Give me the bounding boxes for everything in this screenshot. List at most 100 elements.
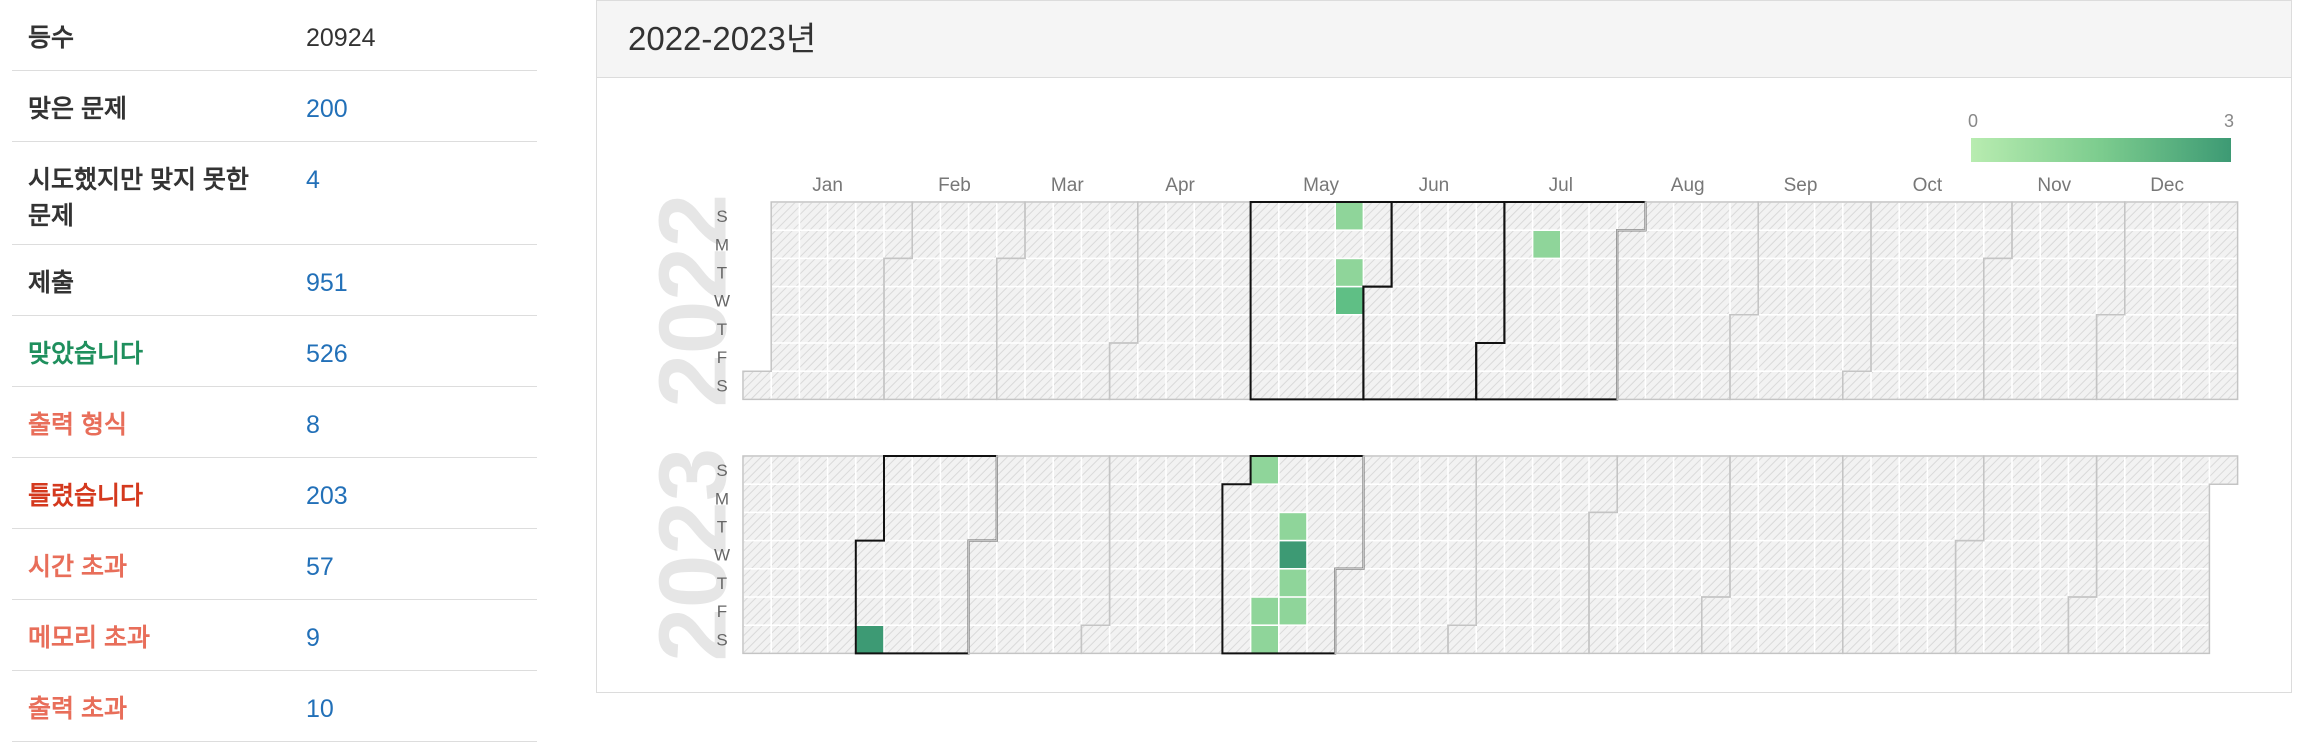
day-cell	[1336, 485, 1363, 512]
day-cell	[1618, 570, 1645, 597]
stats-value[interactable]: 57	[306, 549, 334, 585]
day-cell	[1223, 287, 1250, 314]
day-cell	[1674, 541, 1701, 568]
day-cell	[1618, 316, 1645, 343]
stats-value[interactable]: 10	[306, 691, 334, 727]
day-cell	[1336, 626, 1363, 653]
day-cell	[1308, 316, 1335, 343]
day-cell	[1223, 541, 1250, 568]
day-cell	[885, 457, 912, 484]
day-cell	[2069, 570, 2096, 597]
day-cell	[1731, 287, 1758, 314]
day-cell	[1618, 485, 1645, 512]
day-cell	[913, 372, 940, 399]
stats-value[interactable]: 951	[306, 265, 348, 301]
legend-gradient	[1971, 138, 2231, 162]
day-cell	[998, 541, 1025, 568]
day-cell	[744, 541, 771, 568]
day-cell	[885, 513, 912, 540]
day-cell	[1533, 513, 1560, 540]
day-cell	[1421, 316, 1448, 343]
day-cell	[2126, 457, 2153, 484]
month-label: Aug	[1671, 175, 1705, 196]
day-cell	[1308, 287, 1335, 314]
day-cell	[1928, 287, 1955, 314]
day-cell	[1731, 598, 1758, 625]
day-cell	[1928, 541, 1955, 568]
day-cell	[2126, 203, 2153, 230]
day-cell	[1167, 485, 1194, 512]
day-cell	[800, 316, 827, 343]
stats-value[interactable]: 9	[306, 620, 320, 656]
day-cell	[2154, 287, 2181, 314]
day-cell	[1139, 287, 1166, 314]
day-cell	[1900, 626, 1927, 653]
day-cell	[1195, 541, 1222, 568]
day-cell	[1449, 259, 1476, 286]
day-cell	[857, 372, 884, 399]
day-cell	[1421, 541, 1448, 568]
day-cell	[828, 513, 855, 540]
day-cell	[1477, 372, 1504, 399]
day-cell	[744, 626, 771, 653]
day-cell	[1674, 231, 1701, 258]
day-cell	[1562, 231, 1589, 258]
day-cell	[1618, 598, 1645, 625]
day-cell	[1082, 541, 1109, 568]
day-cell	[828, 598, 855, 625]
day-cell	[744, 457, 771, 484]
day-cell	[1759, 457, 1786, 484]
day-cell	[2097, 570, 2124, 597]
weekday-label: S	[716, 207, 727, 226]
day-cell	[885, 541, 912, 568]
day-cell	[772, 626, 799, 653]
day-cell	[1533, 541, 1560, 568]
day-cell	[1392, 203, 1419, 230]
day-cell	[1590, 344, 1617, 371]
day-cell	[1815, 626, 1842, 653]
day-cell	[1110, 485, 1137, 512]
day-cell	[1477, 513, 1504, 540]
activity-cell	[1336, 203, 1363, 230]
day-cell	[2097, 513, 2124, 540]
day-cell	[1054, 541, 1081, 568]
activity-heatmap-panel: 2022-2023년 0 3 Jan Feb Mar Apr May Jun Jul Aug Sep…	[596, 0, 2292, 693]
day-cell	[1759, 570, 1786, 597]
day-cell	[1590, 513, 1617, 540]
day-cell	[1223, 316, 1250, 343]
day-cell	[1167, 457, 1194, 484]
day-cell	[857, 485, 884, 512]
day-cell	[1900, 457, 1927, 484]
day-cell	[941, 457, 968, 484]
day-cell	[2097, 259, 2124, 286]
day-cell	[1477, 457, 1504, 484]
day-cell	[1251, 231, 1278, 258]
day-cell	[2069, 541, 2096, 568]
day-cell	[1985, 570, 2012, 597]
stats-value[interactable]: 203	[306, 478, 348, 514]
day-cell	[1674, 344, 1701, 371]
day-cell	[1646, 344, 1673, 371]
day-cell	[1026, 598, 1053, 625]
day-cell	[1054, 372, 1081, 399]
stats-value[interactable]: 200	[306, 91, 348, 127]
day-cell	[1646, 372, 1673, 399]
day-cell	[1082, 598, 1109, 625]
activity-cell	[1280, 598, 1307, 625]
stats-value[interactable]: 526	[306, 336, 348, 372]
stats-value[interactable]: 8	[306, 407, 320, 443]
day-cell	[2182, 316, 2209, 343]
day-cell	[1336, 372, 1363, 399]
day-cell	[1703, 513, 1730, 540]
day-cell	[1674, 598, 1701, 625]
day-cell	[1195, 372, 1222, 399]
day-cell	[1618, 541, 1645, 568]
stats-value[interactable]: 4	[306, 162, 320, 198]
day-cell	[857, 598, 884, 625]
day-cell	[744, 570, 771, 597]
day-cell	[1956, 372, 1983, 399]
day-cell	[1703, 626, 1730, 653]
day-cell	[1421, 626, 1448, 653]
day-cell	[885, 372, 912, 399]
day-cell	[1533, 316, 1560, 343]
